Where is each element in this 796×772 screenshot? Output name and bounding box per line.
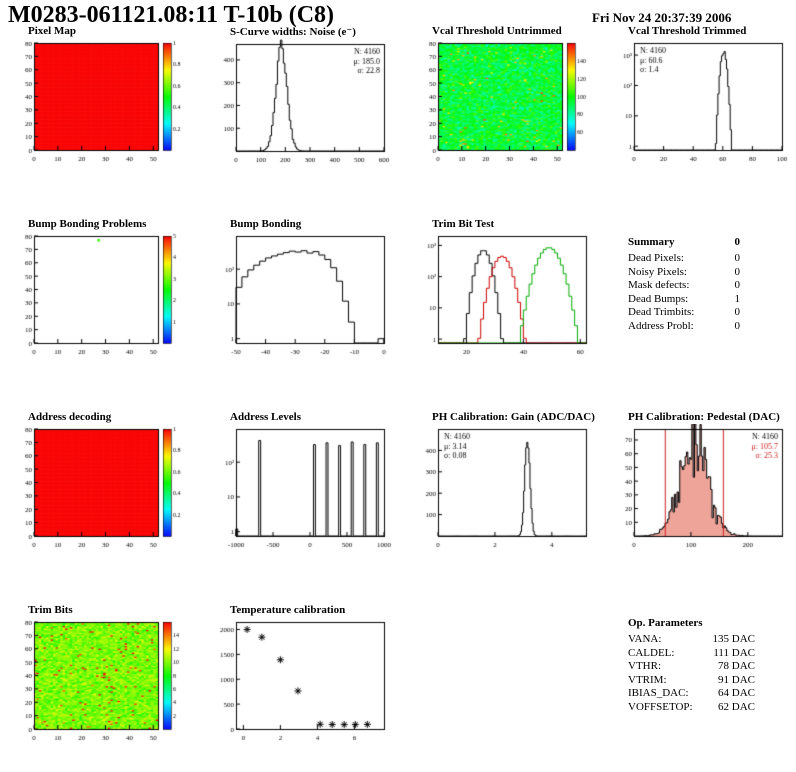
bump-bonding-chart [210,231,396,359]
op-parameter-row: VTHR: 78 DAC [628,660,755,672]
op-parameter-row: IBIAS_DAC: 64 DAC [628,687,755,699]
panel-bump-bonding-problems: Bump Bonding Problems [8,218,198,359]
op-parameter-row: VANA: 135 DAC [628,633,755,645]
bump-bonding-problems-chart [8,231,194,359]
ph-pedestal-chart [608,424,794,552]
panel-vcal-untrimmed: Vcal Threshold Untrimmed [412,25,602,166]
trim-bit-test-chart [412,231,598,359]
page-title: M0283-061121.08:11 T-10b (C8) [8,2,335,28]
summary-row: Dead Bumps: 1 [628,292,740,305]
summary-row: Dead Pixels: 0 [628,252,740,264]
chart-title: Bump Bonding [230,218,302,230]
chart-title: Trim Bit Test [432,218,495,230]
summary-row: Address Probl: 0 [628,319,740,332]
op-parameters-panel: Op. Parameters VANA: 135 DAC CALDEL: 111 D… [628,617,755,714]
chart-title: Address decoding [28,411,112,423]
panel-address-decoding: Address decoding [8,411,198,552]
panel-vcal-trimmed: Vcal Threshold Trimmed [608,25,796,166]
chart-title: PH Calibration: Pedestal (DAC) [628,411,780,423]
pixel-map-chart [8,38,194,166]
chart-title: Vcal Threshold Untrimmed [432,25,562,37]
panel-trim-bits: Trim Bits [8,604,198,745]
panel-bump-bonding: Bump Bonding [210,218,400,359]
ph-gain-chart [412,424,598,552]
chart-title: Temperature calibration [230,604,346,616]
summary-row: Noisy Pixels: 0 [628,265,740,278]
panel-trim-bit-test: Trim Bit Test [412,218,602,359]
summary-row: Mask defects: 0 [628,279,740,291]
vcal-trimmed-chart [608,38,794,166]
chart-title: S-Curve widths: Noise (e⁻) [230,26,356,38]
chart-title: Vcal Threshold Trimmed [628,25,747,37]
address-decoding-chart [8,424,194,552]
op-parameter-row: CALDEL: 111 DAC [628,646,755,659]
summary-panel: Summary 0 Dead Pixels: 0 Noisy Pixels: 0 M… [628,236,740,333]
chart-title: Bump Bonding Problems [28,218,147,230]
scurve-noise-chart [210,39,396,167]
panel-address-levels: Address Levels [210,411,400,552]
summary-total: 0 [734,236,741,248]
panel-ph-gain: PH Calibration: Gain (ADC/DAC) [412,411,602,552]
report-date: Fri Nov 24 20:37:39 2006 [592,10,732,25]
summary-row: Dead Trimbits: 0 [628,306,740,318]
op-parameter-row: VOFFSETOP: 62 DAC [628,700,755,713]
panel-ph-pedestal: PH Calibration: Pedestal (DAC) [608,411,796,552]
trim-bits-chart [8,617,194,745]
op-parameter-row: VTRIM: 91 DAC [628,673,755,686]
chart-title: PH Calibration: Gain (ADC/DAC) [432,411,595,423]
chart-title: Trim Bits [28,604,73,616]
temperature-calibration-chart [210,617,396,745]
chart-title: Pixel Map [28,25,76,37]
summary-heading: Summary [628,236,675,248]
panel-pixel-map: Pixel Map [8,25,198,166]
chart-title: Address Levels [230,411,301,423]
panel-temperature-calibration: Temperature calibration [210,604,400,745]
panel-scurve-noise: S-Curve widths: Noise (e⁻) [210,25,400,167]
vcal-untrimmed-chart [412,38,598,166]
address-levels-chart [210,424,396,552]
op-parameters-heading: Op. Parameters [628,617,703,629]
